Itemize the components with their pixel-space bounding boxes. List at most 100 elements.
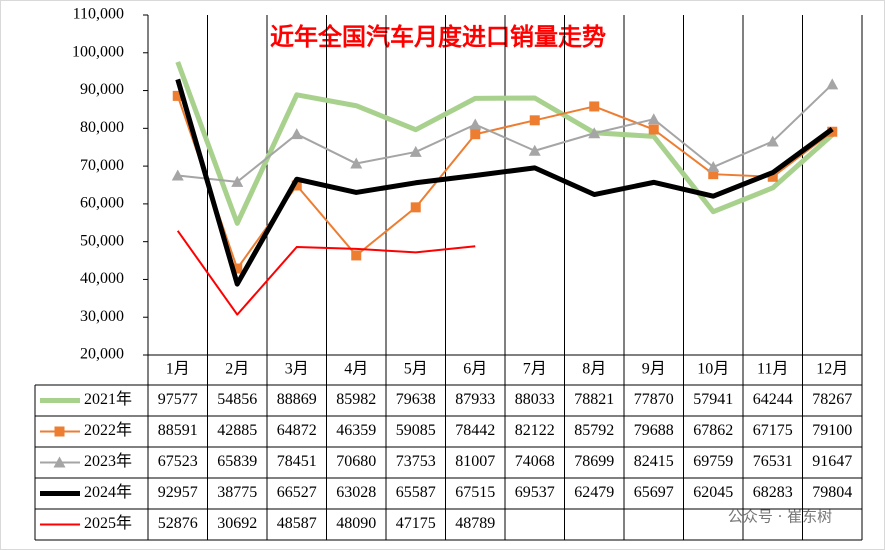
marker	[410, 202, 421, 213]
table-value: 48090	[336, 515, 376, 532]
table-value: 62479	[574, 484, 614, 501]
table-value: 82122	[515, 422, 555, 439]
table-value: 87933	[455, 391, 495, 408]
table-value: 67515	[455, 484, 495, 501]
marker	[470, 129, 481, 140]
table-value: 48789	[455, 515, 495, 532]
table-value: 30692	[217, 515, 257, 532]
table-value: 46359	[336, 422, 376, 439]
table-value: 38775	[217, 484, 257, 501]
marker	[350, 157, 363, 169]
x-tick-label: 5月	[404, 361, 428, 378]
table-value: 68283	[753, 484, 793, 501]
table-value: 57941	[693, 391, 733, 408]
table-value: 66527	[277, 484, 317, 501]
marker	[53, 456, 66, 468]
table-value: 81007	[455, 453, 495, 470]
x-tick-label: 9月	[642, 361, 666, 378]
legend-label: 2024年	[84, 483, 132, 501]
chart-title: 近年全国汽车月度进口销量走势	[270, 23, 606, 51]
marker	[528, 144, 541, 156]
table-value: 88591	[158, 422, 198, 439]
marker	[588, 127, 601, 139]
table-value: 85792	[574, 422, 614, 439]
table-value: 78442	[455, 422, 495, 439]
marker	[589, 101, 600, 112]
table-value: 64872	[277, 422, 317, 439]
table-value: 67862	[693, 422, 733, 439]
y-tick-label: 50,000	[80, 232, 124, 249]
marker	[766, 135, 779, 147]
marker	[707, 161, 720, 173]
table-value: 69537	[515, 484, 555, 501]
marker	[291, 180, 302, 191]
watermark: 公众号 · 崔东树	[728, 508, 832, 526]
y-tick-label: 90,000	[80, 81, 124, 98]
table-value: 78451	[277, 453, 317, 470]
table-value: 67523	[158, 453, 198, 470]
table-value: 65839	[217, 453, 257, 470]
table-value: 97577	[158, 391, 198, 408]
marker	[529, 115, 540, 126]
table-value: 78821	[574, 391, 614, 408]
x-tick-label: 2月	[225, 361, 249, 378]
table-value: 78267	[812, 391, 852, 408]
table-value: 65697	[634, 484, 674, 501]
series-line	[175, 61, 834, 226]
table-value: 62045	[693, 484, 733, 501]
marker	[172, 90, 183, 101]
y-tick-label: 40,000	[80, 270, 124, 287]
x-tick-label: 8月	[582, 361, 606, 378]
y-tick-label: 110,000	[73, 6, 124, 23]
x-tick-label: 1月	[166, 361, 190, 378]
marker	[351, 250, 362, 261]
series-line	[175, 78, 834, 287]
y-tick-label: 60,000	[80, 195, 124, 212]
table-value: 69759	[693, 453, 733, 470]
table-value: 63028	[336, 484, 376, 501]
legend-label: 2022年	[84, 421, 132, 439]
y-tick-label: 20,000	[80, 346, 124, 363]
x-tick-label: 6月	[463, 361, 487, 378]
y-tick-label: 30,000	[80, 308, 124, 325]
table-value: 79638	[396, 391, 436, 408]
table-value: 67175	[753, 422, 793, 439]
marker	[469, 118, 482, 130]
marker	[826, 78, 839, 90]
table-value: 88033	[515, 391, 555, 408]
legend-label: 2021年	[84, 390, 132, 408]
x-tick-label: 12月	[816, 361, 848, 378]
x-tick-label: 3月	[285, 361, 309, 378]
marker	[767, 171, 778, 182]
table-value: 85982	[336, 391, 376, 408]
marker	[54, 426, 65, 437]
table-value: 92957	[158, 484, 198, 501]
table-value: 70680	[336, 453, 376, 470]
series-line	[176, 230, 476, 316]
table-value: 74068	[515, 453, 555, 470]
marker	[171, 169, 184, 181]
table-value: 42885	[217, 422, 257, 439]
table-value: 78699	[574, 453, 614, 470]
table-value: 79100	[812, 422, 852, 439]
table-value: 73753	[396, 453, 436, 470]
table-value: 76531	[753, 453, 793, 470]
marker	[232, 263, 243, 274]
y-tick-label: 70,000	[80, 157, 124, 174]
y-tick-label: 100,000	[72, 43, 124, 60]
series-line	[177, 83, 833, 183]
table-value: 88869	[277, 391, 317, 408]
table-value: 79688	[634, 422, 674, 439]
table-value: 79804	[812, 484, 852, 501]
table-value: 47175	[396, 515, 436, 532]
table-value: 65587	[396, 484, 436, 501]
marker	[647, 113, 660, 125]
marker	[231, 175, 244, 187]
marker	[708, 169, 719, 180]
x-tick-label: 4月	[344, 361, 368, 378]
table-value: 91647	[812, 453, 852, 470]
table-value: 77870	[634, 391, 674, 408]
table-value: 59085	[396, 422, 436, 439]
table-value: 52876	[158, 515, 198, 532]
